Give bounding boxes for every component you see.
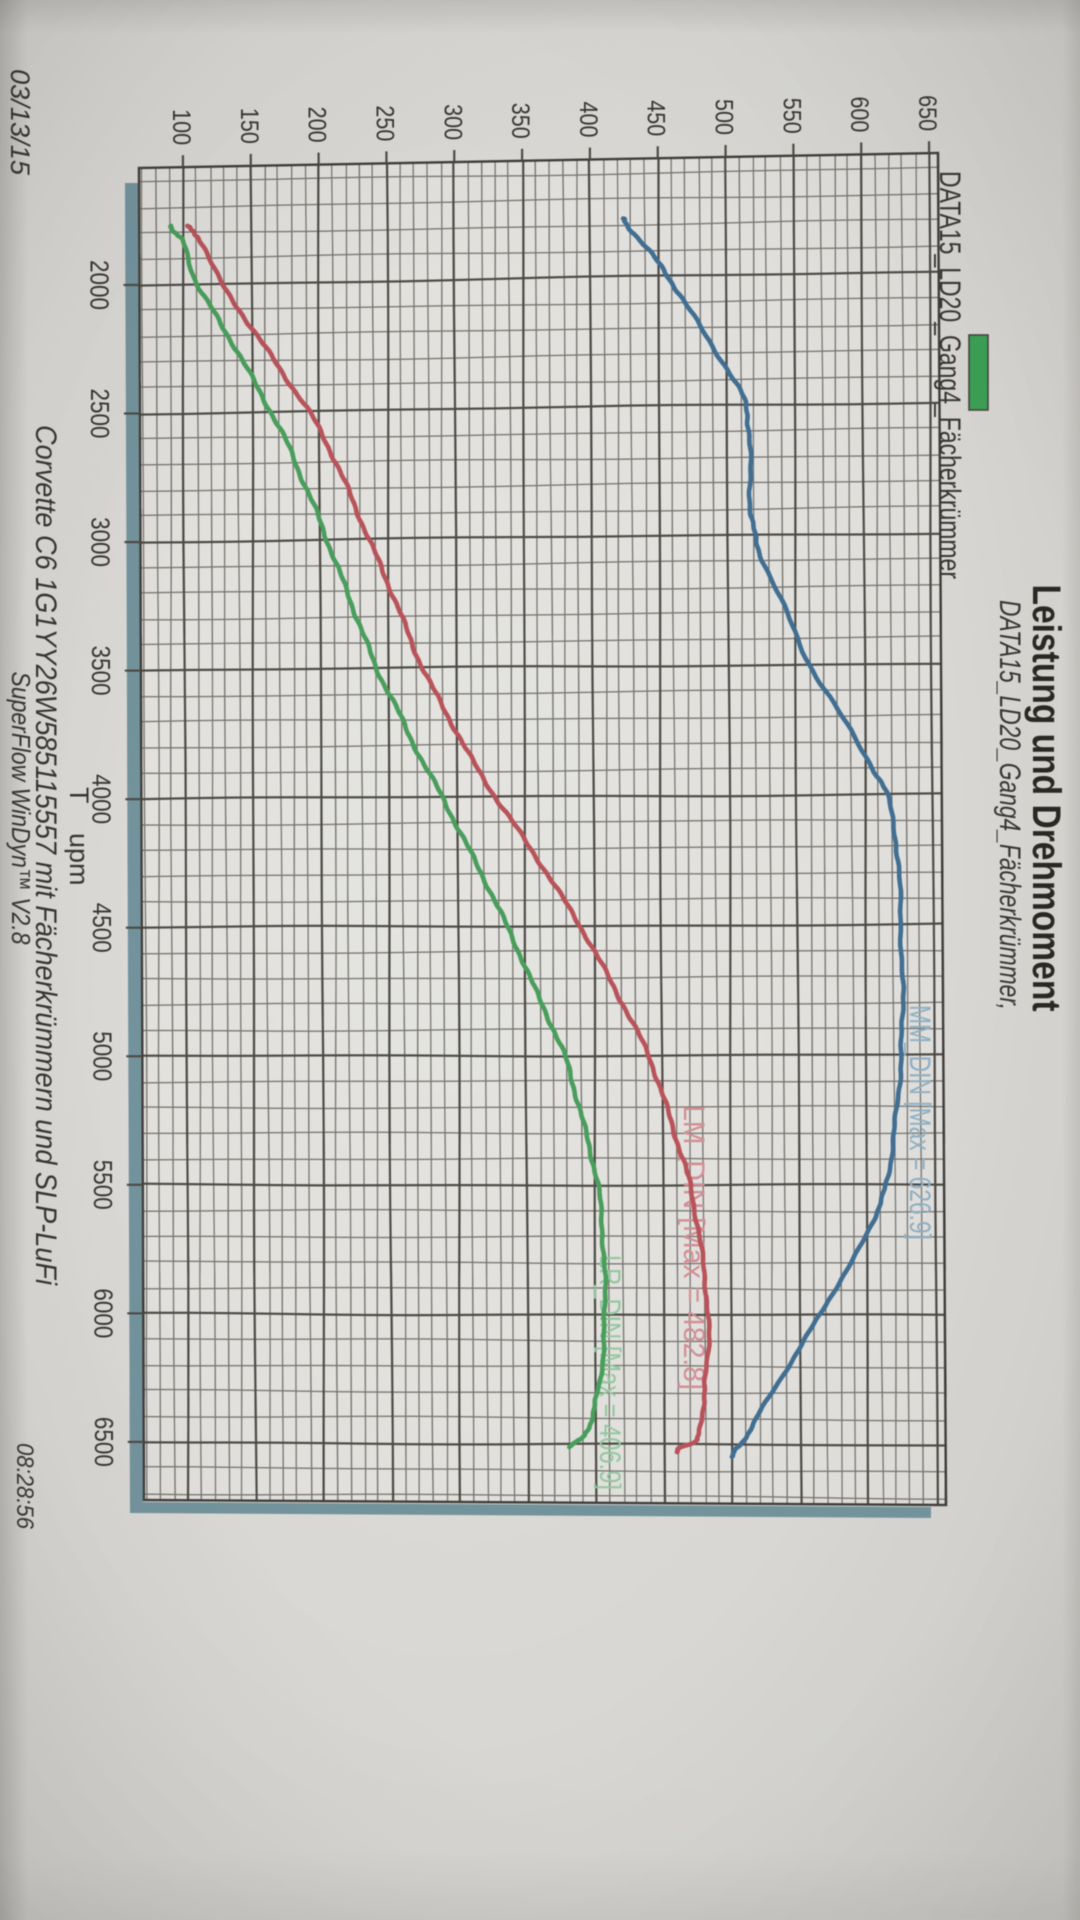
print-date: 03/13/15 (5, 69, 35, 176)
chart-subtitle: DATA15_LD20_Gang4_Fächerkrümmer, (993, 600, 1026, 1010)
print-time: 08:28:56 (11, 1443, 38, 1530)
legend-color-swatch (968, 334, 989, 411)
x-tick-label: 5000 (87, 1031, 117, 1081)
y-tick-label: 450 (642, 100, 670, 136)
curve-label-mm-din: MM_DIN [Max = 626.9] (903, 1005, 936, 1240)
curve-label-lr-din: LR_DIN [Max = 406.9] (593, 1255, 626, 1490)
x-tick-label: 6000 (88, 1288, 118, 1338)
y-tick-label: 100 (167, 109, 195, 145)
x-tick-label: 5500 (88, 1160, 118, 1210)
legend-label: DATA15_LD20_Gang4_Fächerkrümmer (933, 171, 966, 579)
y-tick-label: 200 (303, 107, 331, 143)
y-tick-label: 550 (777, 98, 805, 134)
y-tick-label: 250 (370, 105, 398, 141)
footer-software: SuperFlow WinDyn™ V2.8 (6, 672, 36, 945)
x-tick-label: 3500 (86, 646, 116, 696)
y-tick-label: 400 (574, 102, 602, 138)
x-tick-label: 4500 (87, 903, 117, 953)
y-tick-label: 300 (438, 104, 466, 140)
x-axis-title: T upm (64, 787, 94, 886)
x-tick-label: 3000 (85, 517, 115, 567)
chart-title: Leistung und Drehmoment (1024, 585, 1068, 1012)
x-tick-label: 2000 (84, 260, 114, 310)
printed-content: 2000250030003500400045005000550060006500… (5, 69, 1068, 1530)
y-tick-label: 600 (845, 96, 873, 132)
y-tick-label: 350 (506, 103, 534, 139)
curve-label-lm-din: LM_DIN [Max = 482.8] (677, 1105, 710, 1390)
y-tick-label: 150 (235, 108, 263, 144)
x-tick-label: 2500 (85, 389, 115, 439)
x-tick-label: 6500 (89, 1417, 119, 1467)
y-tick-label: 500 (710, 99, 738, 135)
y-tick-label: 650 (913, 95, 941, 131)
